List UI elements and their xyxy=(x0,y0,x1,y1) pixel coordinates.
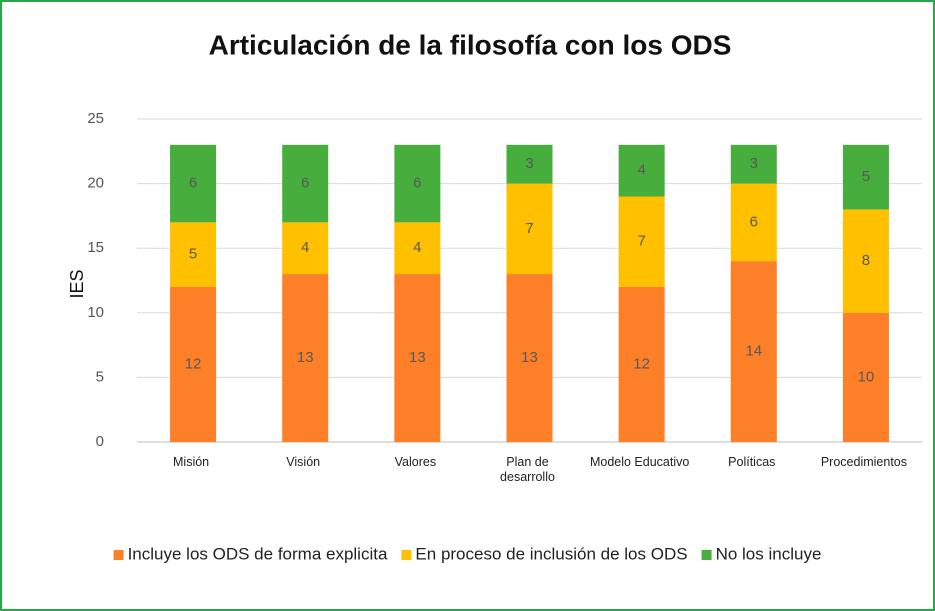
data-label: 10 xyxy=(858,368,875,385)
legend-label: En proceso de inclusión de los ODS xyxy=(415,544,687,563)
bar-segment xyxy=(170,144,217,223)
data-label: 4 xyxy=(637,162,645,179)
bar-segment xyxy=(282,274,329,442)
data-label: 5 xyxy=(189,246,197,263)
bar-segment xyxy=(170,222,217,287)
data-label: 13 xyxy=(521,349,538,366)
bar-segment xyxy=(618,144,665,197)
x-tick-label: Modelo Educativo xyxy=(589,455,690,469)
chart-title: Articulación de la filosofía con los ODS xyxy=(209,29,732,60)
data-label: 12 xyxy=(633,355,650,372)
data-label: 3 xyxy=(750,155,758,172)
bar-segment xyxy=(506,274,553,442)
bar-segment xyxy=(842,144,889,210)
legend-label: No los incluye xyxy=(716,544,822,563)
data-label: 5 xyxy=(862,168,870,185)
bar-segment xyxy=(730,144,777,184)
data-label: 7 xyxy=(637,233,645,250)
data-label: 8 xyxy=(862,252,870,269)
x-tick-label: Políticas xyxy=(728,455,776,469)
data-label: 3 xyxy=(525,155,533,172)
legend-swatch xyxy=(701,550,712,560)
bar-segment xyxy=(842,209,889,313)
bar-segment xyxy=(394,222,441,275)
data-label: 7 xyxy=(525,220,533,237)
y-tick-label: 25 xyxy=(87,110,104,127)
bar-segment xyxy=(506,144,553,184)
data-label: 13 xyxy=(409,349,426,366)
data-label: 13 xyxy=(297,349,314,366)
y-tick-label: 5 xyxy=(96,368,104,385)
bar-segment xyxy=(394,144,441,223)
bar-segment xyxy=(618,196,665,287)
data-label: 4 xyxy=(413,239,421,256)
y-tick-label: 10 xyxy=(87,304,104,321)
data-label: 6 xyxy=(189,175,197,192)
x-tick-label: Valores xyxy=(394,455,437,469)
y-tick-label: 20 xyxy=(87,175,104,192)
bar-segment xyxy=(730,183,777,262)
bar-segment xyxy=(730,261,777,442)
data-label: 6 xyxy=(750,213,758,230)
data-label: 6 xyxy=(301,175,309,192)
legend-label: Incluye los ODS de forma explicita xyxy=(128,544,388,563)
y-tick-label: 15 xyxy=(87,239,104,256)
y-axis-label: IES xyxy=(67,269,87,298)
bar-segment xyxy=(394,274,441,442)
data-label: 14 xyxy=(745,343,762,360)
bar-segment xyxy=(618,286,665,442)
data-label: 12 xyxy=(185,355,202,372)
bar-segment xyxy=(282,222,329,275)
x-tick-label: Procedimientos xyxy=(820,455,907,469)
legend-swatch xyxy=(401,550,412,560)
y-tick-label: 0 xyxy=(96,433,104,450)
data-label: 4 xyxy=(301,239,309,256)
bar-segment xyxy=(170,286,217,442)
bar-segment xyxy=(506,183,553,275)
legend-swatch xyxy=(113,550,124,560)
bar-segment xyxy=(282,144,329,223)
x-tick-label: Visión xyxy=(286,455,321,469)
data-label: 6 xyxy=(413,175,421,192)
x-tick-label: Misión xyxy=(173,455,210,469)
x-tick-label: Plan de desarrollo xyxy=(500,455,555,484)
bar-segment xyxy=(842,312,889,442)
